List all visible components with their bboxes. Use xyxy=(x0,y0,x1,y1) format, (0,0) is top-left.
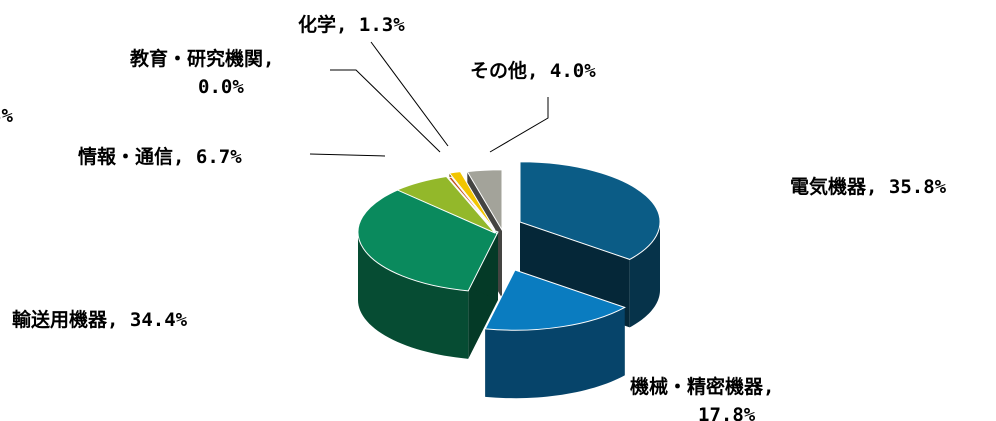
slice-2 xyxy=(484,269,626,331)
leader-line-7 xyxy=(489,97,549,153)
leader-lines xyxy=(309,41,549,157)
data-label-6: 化学, 1.3% xyxy=(298,13,405,36)
cut-off-label: 3% xyxy=(0,105,13,127)
data-label-4: 情報・通信, 6.7% xyxy=(78,145,242,168)
leader-line-4 xyxy=(309,153,386,157)
data-label-1: 電気機器, 35.8% xyxy=(790,175,947,198)
leader-line-6 xyxy=(370,41,449,147)
slice-7 xyxy=(466,169,503,232)
data-labels: 電気機器, 35.8% 機械・精密機器, 17.8% 輸送用機器, 34.4% 情報・通… xyxy=(12,13,947,421)
slice-5 xyxy=(447,176,498,235)
slice-1 xyxy=(519,161,661,260)
slice-side-3-outer xyxy=(358,232,469,359)
data-label-7: その他, 4.0% xyxy=(470,59,596,82)
slice-4 xyxy=(395,176,496,234)
data-label-3: 輸送用機器, 34.4% xyxy=(12,308,188,331)
slice-6 xyxy=(448,171,496,231)
pie-tops xyxy=(357,161,661,331)
data-label-2: 機械・精密機器, 17.8% xyxy=(630,375,774,421)
slice-3 xyxy=(357,188,499,292)
slice-side-2-outer xyxy=(485,307,625,399)
slice-side-1-outer xyxy=(629,222,660,328)
data-label-5: 教育・研究機関, 0.0% xyxy=(130,47,274,98)
leader-line-5 xyxy=(330,69,441,153)
